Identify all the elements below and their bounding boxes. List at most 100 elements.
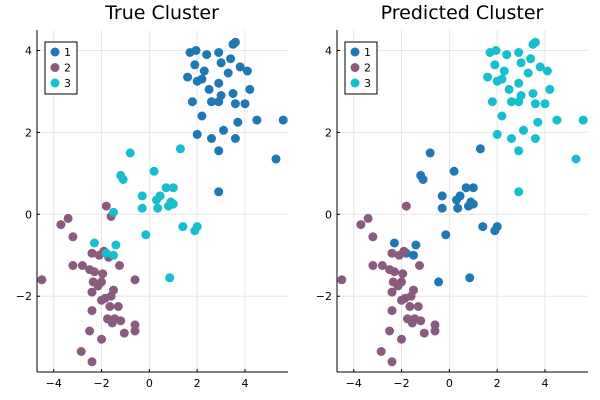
data-point-cluster-3: [571, 154, 581, 164]
data-point-cluster-1: [214, 78, 224, 88]
data-point-cluster-1: [490, 226, 500, 236]
data-point-cluster-1: [191, 46, 201, 55]
data-point-cluster-2: [415, 261, 424, 270]
data-point-cluster-3: [492, 129, 502, 139]
y-tick-label: 2: [325, 126, 332, 139]
data-point-cluster-3: [118, 175, 128, 184]
data-point-cluster-3: [514, 187, 524, 197]
data-point-cluster-1: [271, 154, 281, 164]
data-point-cluster-3: [153, 203, 163, 213]
y-tick-label: 4: [25, 44, 32, 57]
data-point-cluster-3: [514, 78, 524, 88]
y-tick-label: 0: [325, 208, 332, 221]
x-tick-label: 2: [194, 377, 201, 390]
data-point-cluster-2: [356, 220, 366, 230]
data-point-cluster-1: [207, 134, 216, 143]
data-point-cluster-2: [130, 326, 140, 336]
data-point-cluster-1: [441, 230, 451, 240]
data-point-cluster-2: [87, 357, 97, 367]
data-point-cluster-3: [530, 37, 540, 47]
data-point-cluster-3: [109, 250, 118, 260]
data-point-cluster-2: [105, 302, 115, 311]
x-tick-label: 4: [541, 377, 548, 390]
x-tick-label: −4: [346, 377, 362, 390]
data-point-cluster-1: [418, 175, 428, 184]
data-point-cluster-2: [377, 261, 387, 270]
data-point-cluster-2: [398, 269, 408, 279]
data-point-cluster-1: [437, 191, 447, 201]
data-point-cluster-2: [115, 261, 124, 270]
data-point-cluster-2: [100, 293, 110, 303]
data-point-cluster-2: [430, 326, 440, 336]
data-point-cluster-1: [389, 238, 399, 248]
data-point-cluster-1: [449, 166, 459, 176]
data-point-cluster-3: [168, 199, 178, 209]
x-tick-label: −2: [93, 377, 109, 390]
data-point-cluster-1: [183, 72, 193, 82]
legend-label-2: 2: [64, 62, 71, 75]
legend-box: [344, 41, 378, 95]
data-point-cluster-2: [87, 306, 97, 316]
data-point-cluster-3: [137, 203, 147, 213]
legend-label-1: 1: [64, 46, 71, 59]
data-point-cluster-2: [87, 248, 97, 258]
legend-box: [44, 41, 78, 95]
data-point-cluster-1: [235, 62, 245, 72]
data-point-cluster-1: [461, 183, 471, 193]
x-tick-label: −2: [393, 377, 409, 390]
data-point-cluster-1: [192, 129, 202, 139]
data-point-cluster-3: [578, 115, 588, 125]
data-point-cluster-3: [165, 273, 175, 283]
data-point-cluster-2: [397, 334, 406, 344]
x-tick-label: 2: [494, 377, 501, 390]
data-point-cluster-3: [487, 97, 497, 107]
data-point-cluster-1: [478, 222, 488, 232]
y-tick-label: −2: [316, 290, 332, 303]
data-point-cluster-2: [37, 275, 47, 285]
data-point-cluster-1: [197, 111, 207, 121]
data-point-cluster-1: [278, 115, 288, 125]
data-point-cluster-3: [175, 144, 185, 154]
data-point-cluster-3: [190, 226, 200, 236]
data-point-cluster-3: [519, 125, 528, 135]
legend-marker-2: [350, 63, 360, 72]
data-point-cluster-1: [252, 115, 262, 125]
data-point-cluster-2: [93, 281, 103, 291]
legend-marker-1: [50, 47, 60, 57]
data-point-cluster-1: [219, 125, 228, 135]
data-point-cluster-3: [535, 62, 545, 72]
data-point-cluster-2: [405, 302, 415, 311]
x-tick-label: −4: [46, 377, 62, 390]
data-point-cluster-3: [161, 183, 171, 193]
data-point-cluster-3: [483, 72, 493, 82]
data-point-cluster-3: [516, 58, 526, 68]
data-point-cluster-1: [468, 183, 478, 193]
data-point-cluster-3: [141, 230, 151, 240]
data-point-cluster-1: [230, 37, 240, 47]
data-point-cluster-1: [216, 58, 226, 68]
data-point-cluster-3: [125, 148, 135, 158]
data-point-cluster-2: [393, 281, 403, 291]
data-point-cluster-1: [452, 195, 461, 205]
data-point-cluster-1: [230, 99, 240, 109]
data-point-cluster-2: [401, 201, 411, 211]
data-point-cluster-1: [204, 84, 214, 94]
data-point-cluster-2: [68, 261, 78, 270]
data-point-cluster-3: [497, 111, 507, 121]
data-point-cluster-1: [202, 50, 212, 60]
legend-marker-3: [50, 78, 60, 88]
data-point-cluster-1: [230, 134, 240, 143]
data-point-cluster-1: [468, 199, 478, 209]
data-point-cluster-3: [530, 134, 540, 143]
data-point-cluster-3: [178, 222, 188, 232]
x-tick-label: 4: [241, 377, 248, 390]
data-point-cluster-1: [475, 144, 485, 154]
y-tick-label: 2: [25, 126, 32, 139]
data-point-cluster-1: [214, 48, 224, 57]
legend-marker-1: [350, 47, 360, 57]
data-point-cluster-1: [411, 240, 421, 250]
data-point-cluster-1: [465, 273, 475, 283]
data-point-cluster-2: [68, 232, 78, 242]
